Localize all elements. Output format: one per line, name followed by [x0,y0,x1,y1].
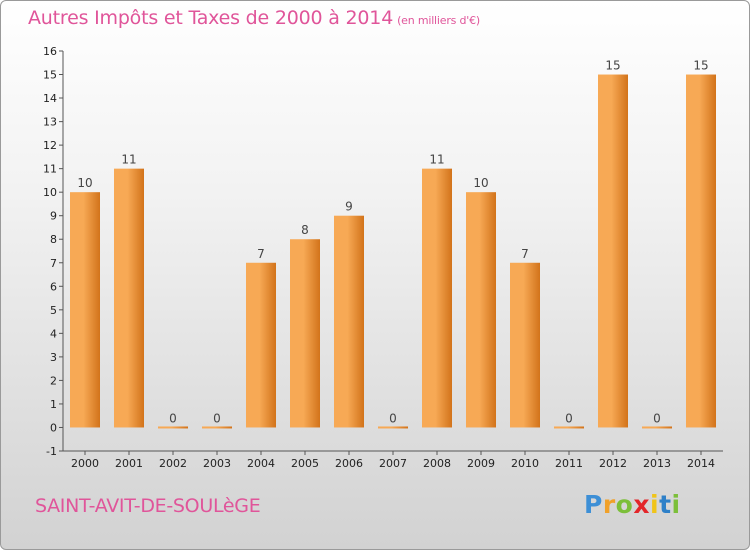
commune-name: SAINT-AVIT-DE-SOULèGE [35,495,261,517]
chart-subtitle: (en milliers d'€) [397,14,480,27]
y-tick-label: 5 [50,304,57,317]
bar-2006[interactable] [334,215,364,428]
y-tick-label: -1 [46,445,57,458]
y-tick-label: 16 [43,45,57,58]
y-tick-label: 2 [50,374,57,387]
x-tick-label-2010: 2010 [511,457,539,470]
data-label-2004: 7 [257,247,265,261]
bar-2007[interactable] [378,426,408,429]
proxiti-logo[interactable]: Proxiti [584,490,681,519]
y-tick-label: 0 [50,421,57,434]
bar-2012[interactable] [598,74,628,428]
y-tick-label: 14 [43,92,57,105]
y-tick-label: 9 [50,210,57,223]
bar-2000[interactable] [70,192,100,428]
data-label-2013: 0 [653,411,661,425]
y-tick-label: 6 [50,280,57,293]
y-tick-label: 10 [43,186,57,199]
data-label-2011: 0 [565,411,573,425]
x-tick-label-2014: 2014 [687,457,715,470]
y-tick-label: 15 [43,69,57,82]
x-tick-label-2000: 2000 [71,457,99,470]
x-tick-label-2009: 2009 [467,457,495,470]
data-label-2000: 10 [77,176,92,190]
chart-title: Autres Impôts et Taxes de 2000 à 2014 (en… [28,7,480,29]
bar-2001[interactable] [114,168,144,428]
data-label-2005: 8 [301,223,309,237]
y-tick-label: 3 [50,351,57,364]
y-tick-label: 8 [50,233,57,246]
bar-2010[interactable] [510,262,540,428]
bar-2014[interactable] [686,74,716,428]
bar-2009[interactable] [466,192,496,428]
x-tick-label-2004: 2004 [247,457,275,470]
bar-2011[interactable] [554,426,584,429]
data-label-2006: 9 [345,200,353,214]
x-tick-label-2007: 2007 [379,457,407,470]
y-tick-label: 1 [50,398,57,411]
data-label-2008: 11 [429,153,444,167]
x-tick-label-2003: 2003 [203,457,231,470]
bar-2002[interactable] [158,426,188,429]
x-tick-label-2006: 2006 [335,457,363,470]
bar-2004[interactable] [246,262,276,428]
data-label-2009: 10 [473,176,488,190]
data-label-2001: 11 [121,153,136,167]
data-label-2007: 0 [389,411,397,425]
y-tick-label: 13 [43,116,57,129]
x-tick-label-2012: 2012 [599,457,627,470]
data-label-2003: 0 [213,411,221,425]
data-label-2012: 15 [605,59,620,73]
bar-2008[interactable] [422,168,452,428]
y-tick-label: 4 [50,327,57,340]
y-tick-label: 12 [43,139,57,152]
bar-2003[interactable] [202,426,232,429]
bar-2005[interactable] [290,239,320,428]
x-tick-label-2001: 2001 [115,457,143,470]
y-tick-label: 11 [43,163,57,176]
data-label-2010: 7 [521,247,529,261]
chart-title-text: Autres Impôts et Taxes de 2000 à 2014 [28,7,394,29]
x-tick-label-2011: 2011 [555,457,583,470]
bar-2013[interactable] [642,426,672,429]
x-tick-label-2005: 2005 [291,457,319,470]
x-tick-label-2008: 2008 [423,457,451,470]
data-label-2014: 15 [693,59,708,73]
x-tick-label-2002: 2002 [159,457,187,470]
data-label-2002: 0 [169,411,177,425]
y-tick-label: 7 [50,257,57,270]
x-tick-label-2013: 2013 [643,457,671,470]
